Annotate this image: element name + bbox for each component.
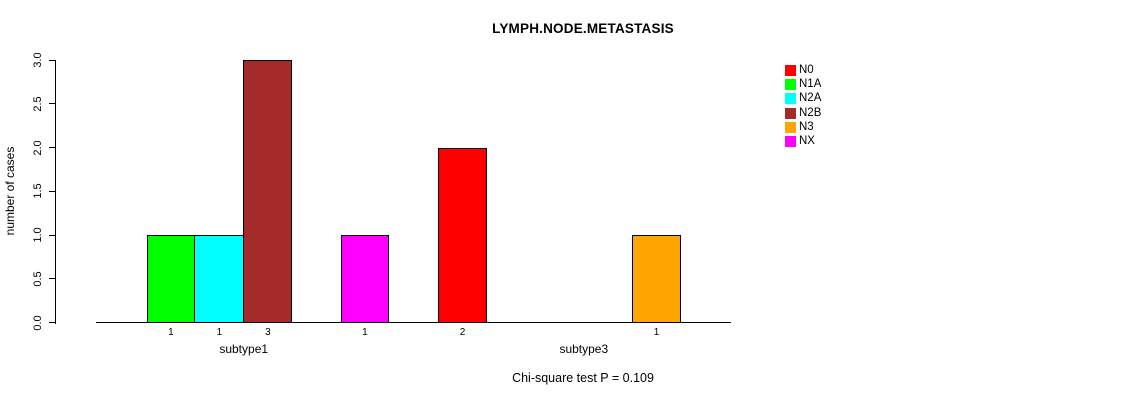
y-tick-label: 0.0	[32, 314, 44, 331]
y-tick-label: 2.0	[32, 139, 44, 156]
y-tick	[49, 147, 55, 148]
bar-N0-subtype3	[438, 147, 487, 323]
group-label-subtype1: subtype1	[219, 342, 269, 356]
legend-label-N2A: N2A	[799, 92, 822, 105]
bar-N3-subtype3	[632, 235, 681, 323]
legend-swatch-N0	[785, 64, 796, 76]
y-tick-label: 1.0	[32, 227, 44, 243]
y-tick-label: 2.5	[32, 96, 44, 112]
bar-value-label: 1	[168, 327, 174, 338]
y-axis-label: number of cases	[3, 146, 17, 236]
legend-label-N1A: N1A	[799, 77, 822, 90]
legend-row-N1A: N1A	[785, 77, 821, 91]
y-tick	[49, 278, 55, 280]
legend-swatch-NX	[785, 136, 796, 148]
y-tick	[49, 103, 55, 105]
legend-row-NX: NX	[785, 134, 821, 148]
y-tick	[49, 190, 55, 192]
y-tick-label: 3.0	[32, 52, 44, 68]
y-tick	[49, 322, 55, 323]
y-tick-label: 0.5	[32, 271, 44, 287]
legend-row-N2A: N2A	[785, 92, 821, 106]
y-tick-label: 1.5	[32, 183, 44, 199]
legend: N0 N1A N2A N2B N3 NX	[785, 63, 821, 149]
legend-row-N0: N0	[785, 63, 821, 77]
legend-swatch-N3	[785, 121, 796, 133]
bar-N2A-subtype1	[194, 235, 244, 323]
y-tick	[49, 59, 55, 61]
legend-row-N3: N3	[785, 120, 821, 134]
legend-label-N2B: N2B	[799, 106, 822, 119]
bar-value-label: 3	[265, 327, 271, 338]
bar-NX-subtype1	[340, 235, 390, 323]
x-axis-line	[96, 322, 731, 323]
bar-N1A-subtype1	[146, 235, 196, 323]
legend-label-NX: NX	[799, 135, 815, 148]
legend-label-N0: N0	[799, 63, 814, 76]
legend-row-N2B: N2B	[785, 106, 821, 120]
bar-value-label: 1	[653, 327, 660, 338]
bar-value-label: 2	[459, 327, 466, 338]
legend-label-N3: N3	[799, 120, 814, 133]
legend-swatch-N2B	[785, 107, 796, 119]
chart-title: LYMPH.NODE.METASTASIS	[492, 21, 674, 36]
bar-value-label: 1	[362, 327, 368, 338]
y-axis-line	[55, 60, 56, 324]
group-label-subtype3: subtype3	[559, 342, 609, 356]
bar-N2B-subtype1	[242, 60, 293, 323]
y-tick	[49, 234, 55, 236]
legend-swatch-N2A	[785, 93, 796, 105]
chi-square-note: Chi-square test P = 0.109	[512, 371, 654, 385]
bar-value-label: 1	[216, 327, 223, 338]
legend-swatch-N1A	[785, 78, 796, 90]
